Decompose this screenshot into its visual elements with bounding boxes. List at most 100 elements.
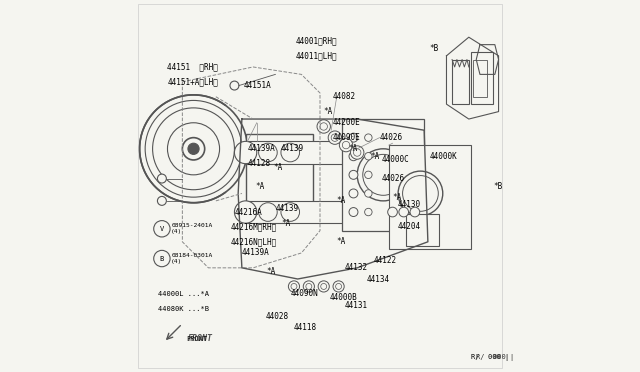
Circle shape: [281, 143, 300, 162]
Circle shape: [289, 281, 300, 292]
Text: *A: *A: [266, 267, 275, 276]
Text: B: B: [160, 256, 164, 262]
Text: *A: *A: [348, 144, 357, 153]
Text: 08184-0301A
(4): 08184-0301A (4): [172, 253, 212, 264]
Text: *A: *A: [281, 219, 290, 228]
Circle shape: [234, 201, 257, 223]
Circle shape: [234, 141, 257, 164]
Text: *A: *A: [255, 182, 264, 190]
Text: 44000K: 44000K: [429, 152, 458, 161]
Text: 44132: 44132: [344, 263, 367, 272]
Text: 44000L ...*A: 44000L ...*A: [158, 291, 209, 297]
Circle shape: [182, 138, 205, 160]
Bar: [246, 141, 349, 164]
Circle shape: [168, 123, 220, 175]
Circle shape: [365, 208, 372, 216]
Text: 44026: 44026: [380, 133, 403, 142]
Bar: [389, 145, 470, 249]
Text: *A: *A: [273, 163, 283, 172]
Text: *A: *A: [337, 196, 346, 205]
Text: 44080K ...*B: 44080K ...*B: [158, 306, 209, 312]
Text: 44200E: 44200E: [333, 118, 361, 127]
Text: *A: *A: [392, 193, 402, 202]
Circle shape: [339, 138, 353, 152]
Bar: [342, 119, 424, 231]
Text: 44139A: 44139A: [248, 144, 275, 153]
Circle shape: [230, 81, 239, 90]
Circle shape: [342, 141, 349, 149]
Text: 44139: 44139: [275, 204, 298, 213]
Circle shape: [157, 196, 166, 205]
Text: 44151A: 44151A: [244, 81, 271, 90]
Text: 44151  〈RH〉: 44151 〈RH〉: [168, 62, 218, 71]
Text: *B: *B: [429, 44, 439, 53]
Text: 44216M〈RH〉: 44216M〈RH〉: [231, 222, 277, 231]
Text: FRONT: FRONT: [188, 334, 213, 343]
Bar: [452, 60, 468, 104]
Text: 44216N〈LH〉: 44216N〈LH〉: [231, 237, 277, 246]
Text: 44122: 44122: [374, 256, 397, 265]
Text: R/  000 |: R/ 000 |: [476, 354, 515, 360]
Text: *A: *A: [324, 107, 333, 116]
Circle shape: [349, 189, 358, 198]
Circle shape: [363, 154, 404, 195]
Text: 44118: 44118: [294, 323, 317, 332]
Circle shape: [365, 153, 372, 160]
Circle shape: [333, 281, 344, 292]
Circle shape: [188, 143, 199, 154]
Text: 08915-2401A
(4): 08915-2401A (4): [172, 223, 212, 234]
Circle shape: [349, 170, 358, 179]
Text: 44139: 44139: [281, 144, 304, 153]
Text: 44128: 44128: [248, 159, 271, 168]
Text: V: V: [160, 226, 164, 232]
Circle shape: [281, 203, 300, 221]
Circle shape: [335, 283, 342, 289]
Circle shape: [152, 108, 234, 190]
Circle shape: [365, 171, 372, 179]
Circle shape: [351, 146, 364, 159]
Circle shape: [259, 203, 277, 221]
Text: 44090N: 44090N: [291, 289, 318, 298]
Text: 44151+A〈LH〉: 44151+A〈LH〉: [168, 77, 218, 86]
Text: 44001〈RH〉: 44001〈RH〉: [296, 36, 337, 45]
Bar: [246, 201, 349, 223]
Text: *A: *A: [370, 152, 380, 161]
Circle shape: [349, 133, 358, 142]
Bar: [246, 134, 312, 216]
Text: *A: *A: [337, 237, 346, 246]
Circle shape: [154, 250, 170, 267]
Text: 44082: 44082: [333, 92, 356, 101]
Circle shape: [291, 283, 297, 289]
Circle shape: [154, 221, 170, 237]
Circle shape: [399, 207, 408, 217]
Circle shape: [349, 208, 358, 217]
Circle shape: [331, 134, 339, 141]
Text: 44026: 44026: [381, 174, 404, 183]
Circle shape: [353, 149, 361, 156]
Circle shape: [398, 171, 443, 216]
Text: FRONT: FRONT: [186, 336, 207, 341]
Text: 44000C: 44000C: [381, 155, 409, 164]
Circle shape: [403, 176, 438, 211]
Bar: [406, 214, 439, 246]
Text: 44090E: 44090E: [333, 133, 361, 142]
Circle shape: [410, 207, 420, 217]
Text: 44134: 44134: [367, 275, 390, 283]
Circle shape: [318, 281, 330, 292]
Circle shape: [328, 131, 342, 144]
Text: 44000B: 44000B: [330, 293, 357, 302]
Circle shape: [317, 120, 330, 133]
Circle shape: [303, 281, 314, 292]
Circle shape: [157, 174, 166, 183]
Circle shape: [321, 283, 326, 289]
Circle shape: [259, 143, 277, 162]
Circle shape: [320, 123, 328, 130]
Text: 44011〈LH〉: 44011〈LH〉: [296, 51, 337, 60]
Text: 44131: 44131: [344, 301, 367, 310]
Text: 44216A: 44216A: [234, 208, 262, 217]
Text: *B: *B: [493, 182, 502, 190]
Text: 44204: 44204: [398, 222, 421, 231]
Circle shape: [357, 149, 410, 201]
Text: 44130: 44130: [398, 200, 421, 209]
Text: 44028: 44028: [266, 312, 289, 321]
